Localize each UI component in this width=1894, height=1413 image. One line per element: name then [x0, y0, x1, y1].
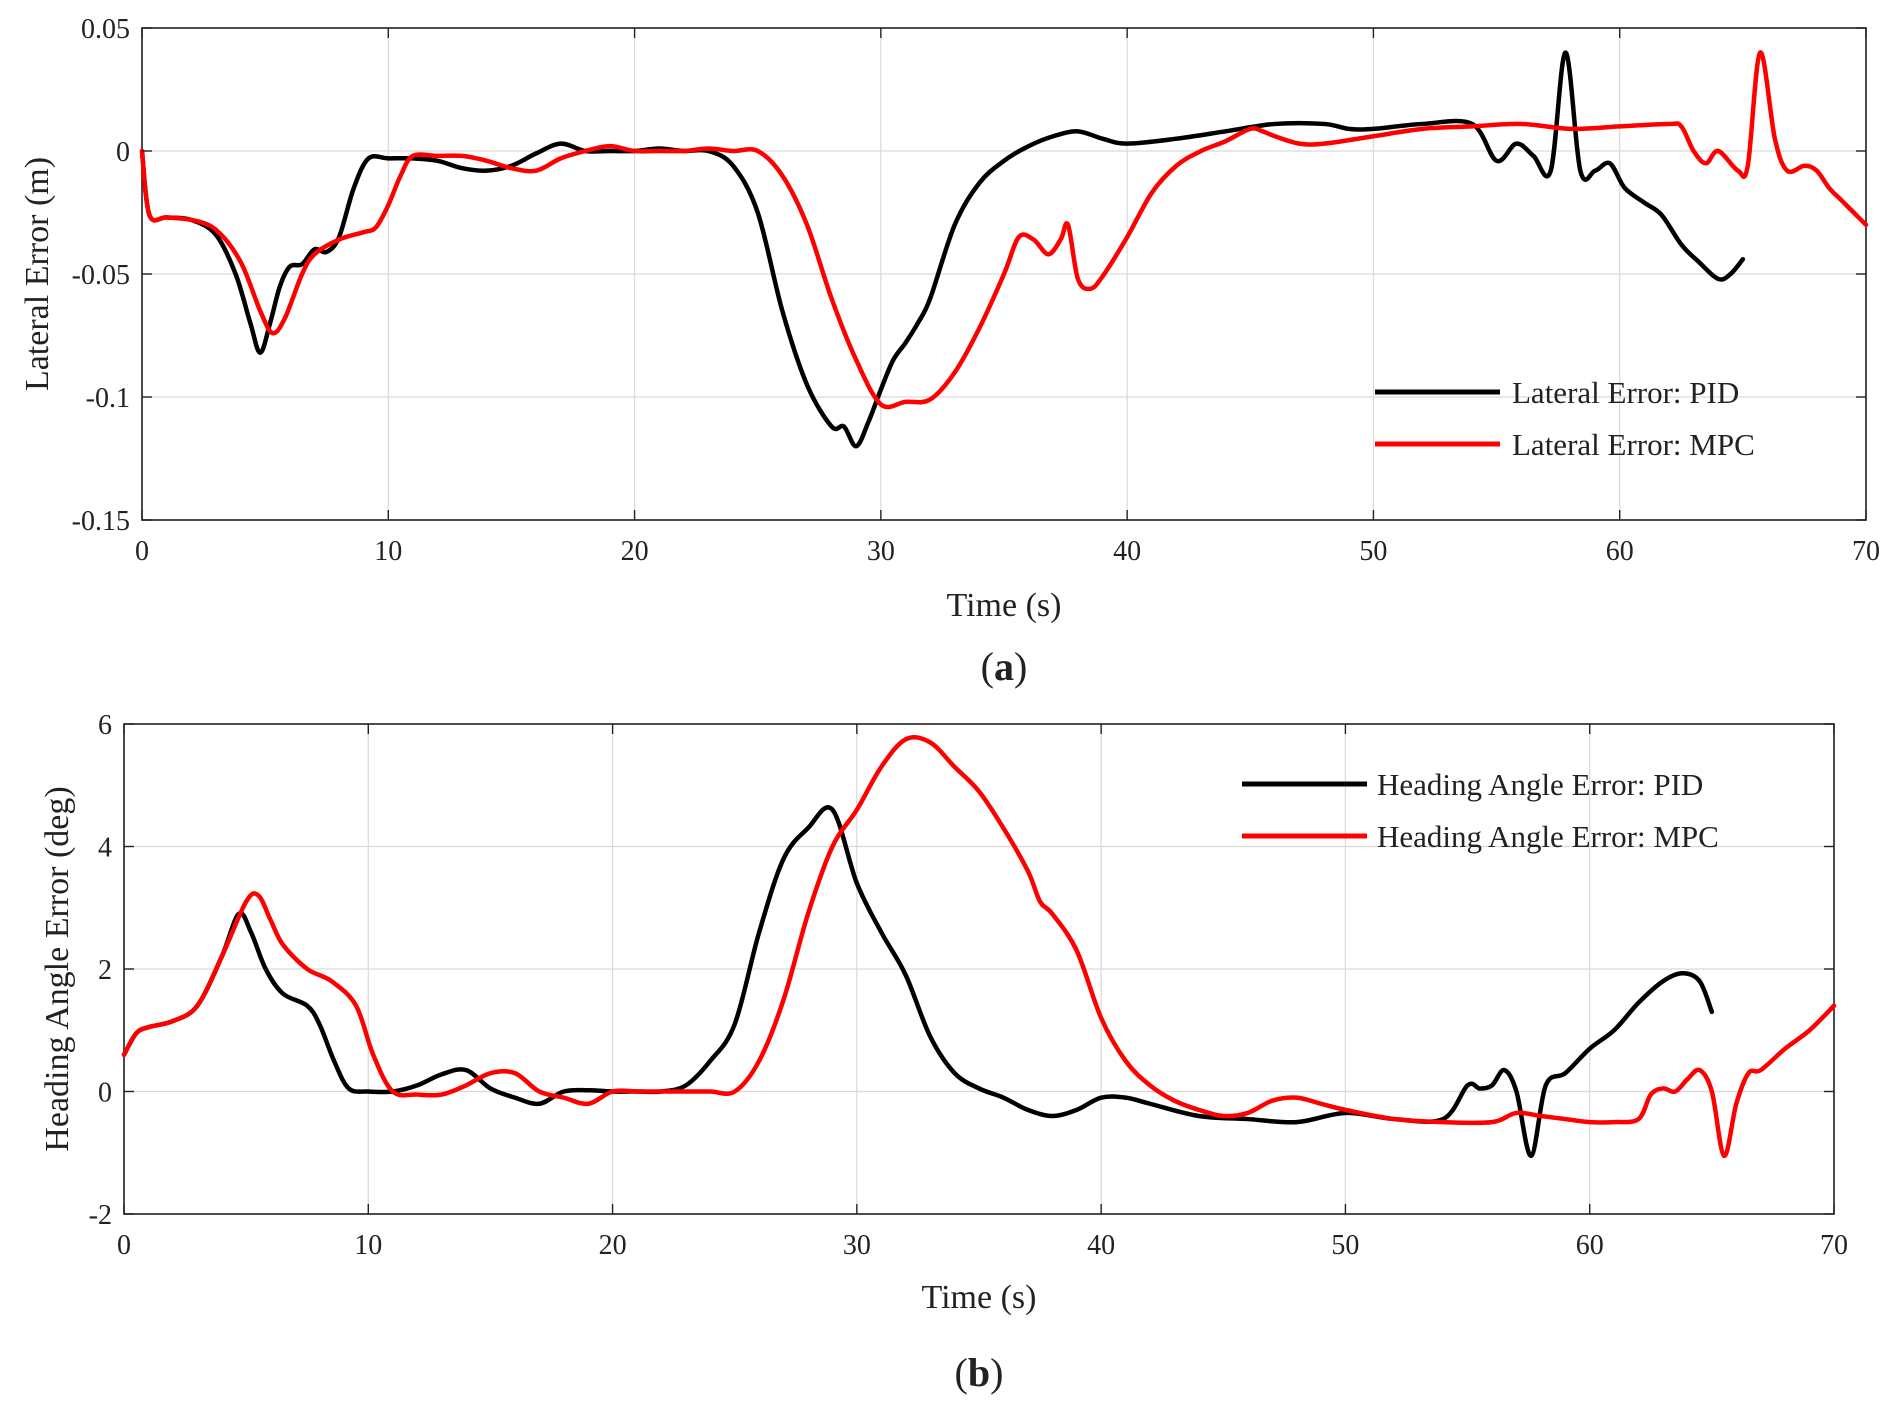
x-tick-label: 40: [1087, 1230, 1115, 1261]
series-group: [121, 735, 1837, 1159]
x-tick-label: 50: [1331, 1230, 1359, 1261]
caption: (b): [955, 1350, 1004, 1395]
y-tick-label: -2: [89, 1200, 112, 1231]
x-tick-label: 10: [354, 1230, 382, 1261]
x-axis-label: Time (s): [947, 587, 1062, 624]
x-tick-label: 30: [867, 536, 895, 567]
y-tick-label: -0.05: [72, 260, 130, 291]
y-tick-label: 2: [98, 955, 112, 986]
x-tick-label: 40: [1113, 536, 1141, 567]
y-tick-label: 0: [116, 137, 130, 168]
y-tick-labels: -2 0 2 4 6: [89, 710, 1834, 1231]
caption-letter: b: [968, 1350, 990, 1395]
x-tick-label: 20: [621, 536, 649, 567]
y-tick-label: 6: [98, 710, 112, 741]
legend: Lateral Error: PID Lateral Error: MPC: [1375, 375, 1755, 462]
caption: (a): [981, 644, 1028, 689]
legend: Heading Angle Error: PID Heading Angle E…: [1242, 767, 1719, 854]
x-tick-label: 0: [135, 536, 149, 567]
y-tick-labels: -0.15 -0.1 -0.05 0 0.05: [72, 14, 1866, 537]
y-tick-label: 0.05: [81, 14, 130, 45]
x-tick-labels: 0 10 20 30 40 50 60 70: [117, 724, 1848, 1261]
x-tick-label: 70: [1820, 1230, 1848, 1261]
x-tick-label: 20: [599, 1230, 627, 1261]
legend-label-pid: Lateral Error: PID: [1512, 375, 1739, 410]
x-tick-label: 0: [117, 1230, 131, 1261]
y-tick-label: 4: [98, 833, 112, 864]
legend-label-mpc: Heading Angle Error: MPC: [1377, 819, 1719, 854]
caption-letter: a: [994, 644, 1014, 689]
y-tick-label: -0.15: [72, 506, 130, 537]
legend-label-mpc: Lateral Error: MPC: [1512, 427, 1755, 462]
y-axis-label: Lateral Error (m): [19, 157, 56, 391]
y-tick-label: -0.1: [86, 383, 130, 414]
series-group: [139, 50, 1869, 449]
series-line-mpc: [139, 50, 1869, 410]
y-axis-label: Heading Angle Error (deg): [39, 786, 76, 1151]
x-tick-labels: 0 10 20 30 40 50 60 70: [135, 28, 1880, 567]
series-line-pid: [121, 805, 1715, 1159]
x-tick-label: 10: [374, 536, 402, 567]
series-line-mpc: [121, 735, 1837, 1159]
chart-lateral-error: 0 10 20 30 40 50 60 70 -0.15 -0.1 -0.05 0 0.05 Time…: [19, 14, 1880, 689]
x-tick-label: 60: [1606, 536, 1634, 567]
x-tick-label: 50: [1359, 536, 1387, 567]
legend-label-pid: Heading Angle Error: PID: [1377, 767, 1703, 802]
y-tick-label: 0: [98, 1078, 112, 1109]
x-axis-label: Time (s): [922, 1279, 1037, 1316]
x-tick-label: 30: [843, 1230, 871, 1261]
x-tick-label: 60: [1576, 1230, 1604, 1261]
series-line-pid: [139, 50, 1746, 449]
x-tick-label: 70: [1852, 536, 1880, 567]
